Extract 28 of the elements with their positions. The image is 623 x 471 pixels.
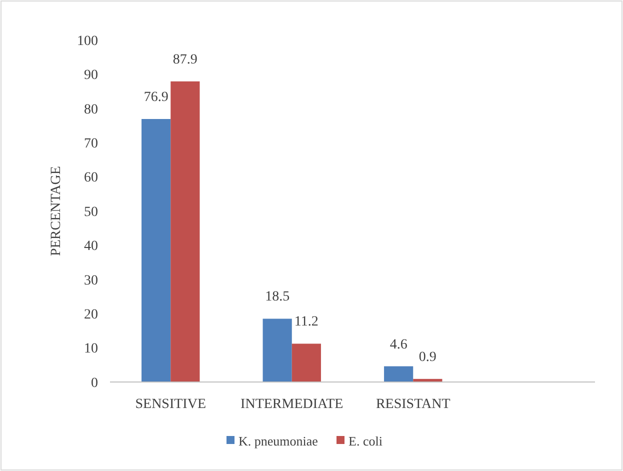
y-tick-label: 100	[77, 34, 98, 49]
y-tick-label: 90	[84, 68, 98, 84]
legend-label: K. pneumoniae	[238, 434, 318, 449]
data-label: 87.9	[172, 52, 198, 68]
y-tick-label: 10	[84, 342, 98, 357]
y-axis-title: PERCENTAGE	[49, 166, 64, 256]
x-tick-label: INTERMEDIATE	[240, 397, 344, 412]
legend-label: E. coli	[348, 434, 383, 449]
data-label: 4.6	[390, 337, 408, 352]
y-tick-label: 0	[91, 376, 98, 391]
y-tick-label: 30	[84, 273, 98, 288]
y-tick-label: 60	[84, 170, 98, 186]
bar	[170, 81, 200, 382]
data-label: 0.9	[418, 350, 436, 365]
y-tick-label: 70	[84, 136, 98, 152]
data-label: 76.9	[144, 90, 168, 105]
data-label: 11.2	[294, 314, 318, 330]
data-label: 18.5	[265, 290, 290, 305]
bar	[292, 344, 321, 382]
x-tick-label: RESISTANT	[376, 397, 451, 412]
y-tick-label: 80	[84, 102, 98, 118]
bar	[262, 318, 292, 382]
y-tick-label: 50	[84, 204, 98, 220]
bar	[384, 366, 414, 382]
y-tick-label: 20	[84, 308, 98, 322]
bar	[142, 119, 171, 382]
x-tick-label: SENSITIVE	[135, 397, 206, 412]
y-tick-label: 40	[84, 239, 98, 254]
